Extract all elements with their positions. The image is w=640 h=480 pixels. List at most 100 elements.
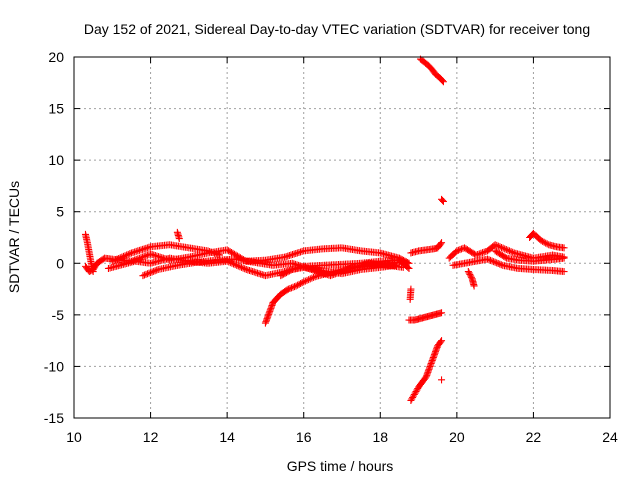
data-point xyxy=(509,248,517,256)
data-point xyxy=(142,270,150,278)
data-point xyxy=(223,246,231,254)
data-point xyxy=(491,241,499,249)
data-point xyxy=(439,196,446,204)
data-point xyxy=(439,78,447,86)
data-point xyxy=(286,284,294,292)
data-point xyxy=(438,337,446,345)
data-point xyxy=(226,248,234,256)
series-arc-14 xyxy=(438,376,446,384)
data-point xyxy=(118,253,126,261)
series-arc-16 xyxy=(445,241,568,262)
data-point xyxy=(540,238,548,246)
x-tick-label: 14 xyxy=(219,429,235,445)
data-point xyxy=(297,280,305,288)
data-point xyxy=(298,279,306,287)
data-point xyxy=(470,282,478,290)
data-point xyxy=(464,268,472,276)
data-point xyxy=(438,376,446,384)
data-point xyxy=(413,386,421,394)
data-points xyxy=(81,55,568,404)
x-tick-label: 10 xyxy=(66,429,82,445)
data-point xyxy=(439,197,447,205)
data-point xyxy=(291,283,299,291)
data-point xyxy=(506,247,513,255)
data-point xyxy=(308,274,316,282)
data-point xyxy=(465,269,473,277)
data-point xyxy=(228,259,236,267)
x-tick-label: 12 xyxy=(143,429,159,445)
data-point xyxy=(437,240,445,248)
data-point xyxy=(467,272,475,280)
series-arc-18 xyxy=(464,268,478,290)
y-axis-label: SDTVAR / TECUs xyxy=(6,181,22,293)
data-point xyxy=(407,285,415,293)
data-point xyxy=(537,237,545,245)
data-point xyxy=(303,276,311,284)
data-point xyxy=(143,251,151,259)
data-point xyxy=(472,251,480,259)
data-point xyxy=(439,77,446,85)
data-point xyxy=(121,252,129,260)
data-point xyxy=(477,249,485,257)
data-point xyxy=(454,246,462,254)
data-point xyxy=(491,258,499,266)
data-point xyxy=(239,264,247,272)
data-point xyxy=(392,261,400,269)
data-point xyxy=(466,270,474,278)
series-arc-10 xyxy=(406,285,415,303)
y-tick-label: 0 xyxy=(56,255,64,271)
data-point xyxy=(147,269,155,277)
x-tick-label: 18 xyxy=(372,429,388,445)
data-point xyxy=(287,266,295,274)
data-point xyxy=(438,239,446,247)
y-tick-label: -15 xyxy=(44,410,64,426)
data-point xyxy=(301,277,309,285)
data-point xyxy=(504,246,512,254)
data-point xyxy=(115,254,123,262)
data-point xyxy=(306,275,314,283)
data-point xyxy=(453,247,461,255)
y-tick-label: 15 xyxy=(48,101,64,117)
data-point xyxy=(411,389,419,397)
data-point xyxy=(456,246,464,254)
data-point xyxy=(139,272,147,280)
x-axis-label: GPS time / hours xyxy=(287,458,394,474)
series-arc-4 xyxy=(108,241,223,265)
data-point xyxy=(539,237,547,245)
data-point xyxy=(113,255,121,263)
data-point xyxy=(116,254,124,262)
data-point xyxy=(142,252,150,260)
x-tick-label: 16 xyxy=(296,429,312,445)
data-point xyxy=(234,262,242,270)
data-point xyxy=(289,283,297,291)
data-point xyxy=(496,260,504,268)
data-point xyxy=(408,395,416,403)
series-arc-6 xyxy=(173,228,183,243)
data-point xyxy=(140,252,148,260)
data-point xyxy=(204,247,212,255)
data-point xyxy=(232,251,240,259)
y-tick-label: -10 xyxy=(44,358,64,374)
data-point xyxy=(153,266,161,274)
data-point xyxy=(502,246,510,254)
data-point xyxy=(175,235,183,243)
grid xyxy=(74,57,610,418)
data-point xyxy=(499,244,507,252)
data-point xyxy=(437,338,445,346)
data-point xyxy=(233,261,241,269)
data-point xyxy=(228,248,236,256)
data-point xyxy=(409,392,417,400)
data-point xyxy=(409,393,417,401)
data-point xyxy=(475,250,483,258)
data-point xyxy=(487,256,495,264)
data-point xyxy=(494,259,502,267)
data-point xyxy=(124,250,132,258)
data-point xyxy=(238,263,245,271)
data-point xyxy=(543,240,551,248)
data-point xyxy=(212,250,220,258)
axis-ticks: 10 12 14 16 18 20 22 24 -15 -10 -5 0 5 10 15 20 xyxy=(44,49,618,445)
data-point xyxy=(560,254,568,262)
x-tick-label: 22 xyxy=(526,429,542,445)
data-point xyxy=(501,245,509,253)
x-tick-label: 24 xyxy=(602,429,618,445)
